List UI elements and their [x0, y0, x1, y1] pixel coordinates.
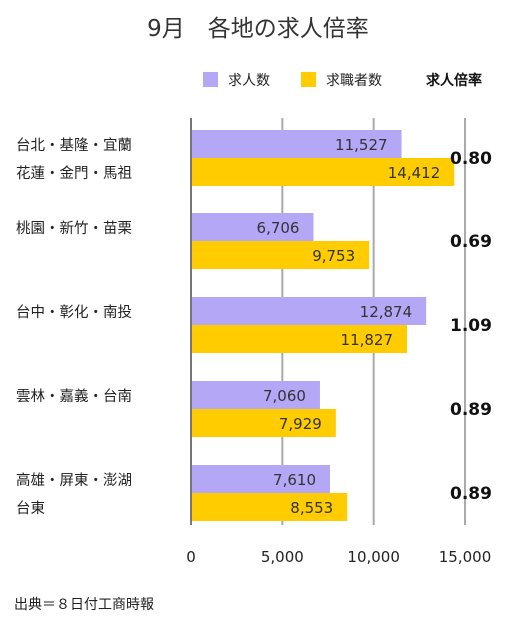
ratio-value: 0.89 [450, 484, 492, 504]
category-label: 台北・基隆・宜蘭 [16, 137, 132, 154]
x-tick-label: 10,000 [347, 548, 400, 566]
category-label: 高雄・屏東・澎湖 [16, 472, 132, 489]
category-label: 台中・彰化・南投 [16, 303, 132, 321]
bar-seekers [191, 241, 370, 269]
x-tick-label: 5,000 [261, 548, 304, 566]
x-tick-label: 15,000 [439, 548, 492, 566]
bar-openings [191, 297, 427, 325]
bar-openings [191, 130, 402, 158]
ratio-value: 1.09 [450, 316, 492, 336]
ratio-value: 0.89 [450, 400, 492, 420]
ratio-value: 0.69 [450, 232, 492, 252]
bar-value-label: 12,874 [360, 303, 413, 321]
bar-value-label: 7,060 [263, 387, 306, 405]
bar-value-label: 7,929 [279, 415, 322, 433]
legend-label-series-1: 求人数 [228, 73, 270, 89]
bar-openings [191, 381, 320, 409]
ratio-header: 求人倍率 [426, 72, 482, 89]
legend-label-series-2: 求職者数 [326, 73, 382, 89]
category-label: 雲林・嘉義・台南 [16, 388, 132, 405]
bar-openings [191, 465, 331, 493]
category-label: 桃園・新竹・苗栗 [16, 220, 132, 237]
ratio-value: 0.80 [450, 149, 492, 169]
legend: 求人数 求職者数 求人倍率 [203, 72, 482, 89]
bar-value-label: 11,827 [341, 331, 394, 349]
bar-value-label: 6,706 [257, 219, 300, 237]
legend-swatch-series-1 [203, 72, 218, 87]
chart-title: 9月 各地の求人倍率 [147, 16, 369, 42]
bar-value-label: 11,527 [335, 136, 388, 154]
bar-openings [191, 213, 314, 241]
bar-value-label: 14,412 [388, 164, 441, 182]
bar-seekers [191, 325, 408, 353]
bar-value-label: 9,753 [312, 247, 355, 265]
x-tick-labels: 0 5,000 10,000 15,000 [186, 548, 491, 566]
bar-seekers [191, 409, 336, 437]
bar-seekers [191, 158, 455, 186]
ratio-labels: 0.80 0.69 1.09 0.89 0.89 [450, 149, 492, 504]
bar-value-label: 8,553 [290, 499, 333, 517]
legend-swatch-series-2 [301, 72, 316, 87]
bar-seekers [191, 493, 348, 521]
bar-value-label: 7,610 [273, 471, 316, 489]
category-label: 花蓮・金門・馬祖 [16, 165, 132, 182]
source-note: 出典＝８日付工商時報 [14, 597, 154, 613]
x-tick-label: 0 [186, 548, 196, 566]
category-labels: 台北・基隆・宜蘭花蓮・金門・馬祖桃園・新竹・苗栗台中・彰化・南投雲林・嘉義・台南… [16, 137, 132, 517]
category-label: 台東 [16, 500, 45, 517]
